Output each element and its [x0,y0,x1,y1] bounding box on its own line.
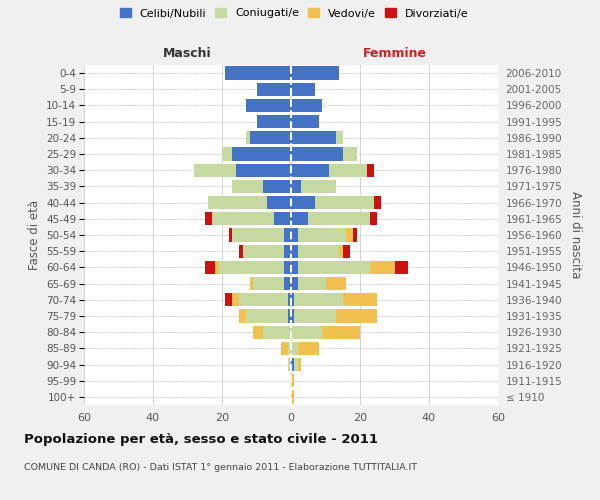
Bar [246,310,287,322]
Bar [291,260,298,274]
Bar [325,277,346,290]
Bar [298,244,340,258]
Bar [222,148,232,160]
Bar [370,212,377,226]
Bar [291,131,336,144]
Bar [291,82,315,96]
Bar [287,293,291,306]
Bar [343,244,350,258]
Bar [243,244,284,258]
Bar [291,390,295,404]
Bar [343,293,377,306]
Bar [367,164,374,177]
Bar [346,228,353,241]
Bar [274,212,291,226]
Bar [232,180,263,193]
Bar [205,260,215,274]
Bar [343,148,356,160]
Bar [263,326,291,339]
Bar [253,277,284,290]
Bar [298,342,319,355]
Bar [287,342,291,355]
Bar [291,374,295,388]
Bar [295,310,336,322]
Text: Maschi: Maschi [163,47,212,60]
Bar [291,277,298,290]
Bar [205,212,212,226]
Bar [295,293,343,306]
Y-axis label: Fasce di età: Fasce di età [28,200,41,270]
Bar [226,66,291,80]
Bar [291,212,308,226]
Bar [291,244,298,258]
Bar [301,180,336,193]
Text: Femmine: Femmine [362,47,427,60]
Text: Popolazione per età, sesso e stato civile - 2011: Popolazione per età, sesso e stato civil… [24,432,378,446]
Bar [291,164,329,177]
Bar [291,148,343,160]
Y-axis label: Anni di nascita: Anni di nascita [569,192,582,278]
Bar [229,228,232,241]
Bar [232,228,284,241]
Bar [291,326,322,339]
Bar [395,260,409,274]
Bar [353,228,356,241]
Bar [250,131,291,144]
Bar [322,326,360,339]
Bar [291,358,295,371]
Bar [215,260,218,274]
Bar [194,164,236,177]
Bar [287,358,291,371]
Bar [284,228,291,241]
Bar [329,164,367,177]
Bar [208,196,267,209]
Bar [336,310,377,322]
Bar [281,342,287,355]
Bar [239,293,287,306]
Bar [291,342,298,355]
Bar [340,244,343,258]
Bar [291,196,315,209]
Bar [287,310,291,322]
Bar [284,277,291,290]
Bar [336,131,343,144]
Bar [267,196,291,209]
Bar [239,244,242,258]
Bar [291,228,298,241]
Bar [298,358,301,371]
Bar [374,196,381,209]
Bar [291,99,322,112]
Bar [257,82,291,96]
Bar [284,244,291,258]
Bar [250,277,253,290]
Bar [291,66,340,80]
Bar [246,99,291,112]
Bar [284,260,291,274]
Bar [295,358,298,371]
Bar [218,260,284,274]
Bar [291,180,301,193]
Bar [263,180,291,193]
Bar [253,326,263,339]
Bar [212,212,274,226]
Bar [308,212,370,226]
Bar [232,148,291,160]
Bar [291,310,295,322]
Bar [298,260,370,274]
Bar [298,228,346,241]
Bar [236,164,291,177]
Bar [370,260,395,274]
Text: COMUNE DI CANDA (RO) - Dati ISTAT 1° gennaio 2011 - Elaborazione TUTTITALIA.IT: COMUNE DI CANDA (RO) - Dati ISTAT 1° gen… [24,462,417,471]
Bar [246,131,250,144]
Bar [226,293,232,306]
Bar [291,293,295,306]
Bar [232,293,239,306]
Bar [315,196,374,209]
Bar [298,277,325,290]
Bar [257,115,291,128]
Legend: Celibi/Nubili, Coniugati/e, Vedovi/e, Divorziati/e: Celibi/Nubili, Coniugati/e, Vedovi/e, Di… [119,8,469,18]
Bar [291,115,319,128]
Bar [239,310,246,322]
